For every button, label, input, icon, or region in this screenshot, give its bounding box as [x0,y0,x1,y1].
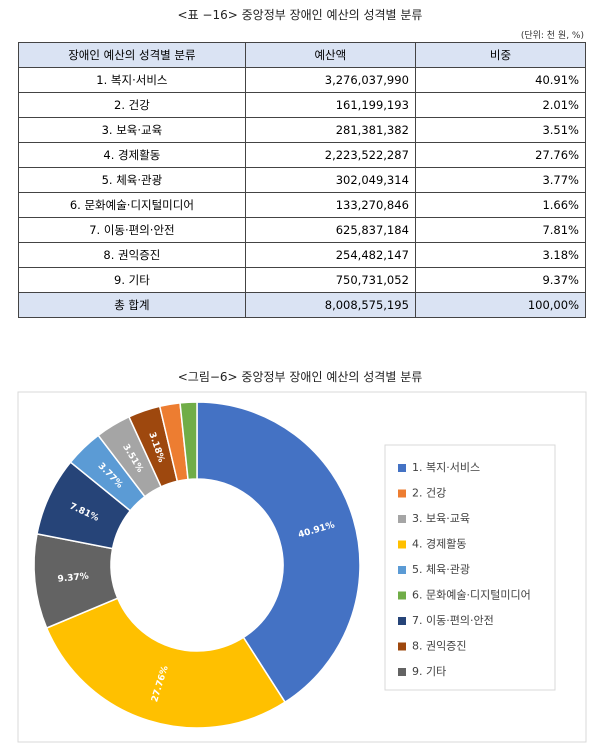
doughnut-slice [45,597,287,729]
slice-label: 9.37% [57,572,89,585]
figure-title: <그림−6> 중앙정부 장애인 예산의 성격별 분류 [177,370,423,384]
legend-swatch [398,591,406,600]
legend-label: 8. 권익증진 [412,640,466,653]
table-cell: 302,049,314 [244,167,416,193]
table-cell: 3.77% [414,167,587,193]
table-cell: 3.18% [414,242,587,268]
table-cell: 3. 보육·교육 [18,117,246,143]
legend-label: 1. 복지·서비스 [412,461,480,474]
legend-swatch [398,489,406,498]
doughnut-slice [179,401,198,481]
legend-swatch [398,617,406,625]
table-cell: 133,270,846 [244,192,416,218]
table-row: 6. 문화예술·디지털미디어 133,270,846 1.66% [18,192,587,218]
legend-swatch [398,540,406,549]
legend-label: 2. 건강 [412,487,446,500]
legend-label: 3. 보육·교육 [412,512,470,525]
legend-label: 7. 이동·편의·안전 [412,614,494,627]
table-row: 1. 복지·서비스 3,276,037,990 40.91% [18,67,587,93]
table-cell: 40.91% [414,67,587,93]
legend-swatch [398,464,406,472]
table-row: 8. 권익증진 254,482,147 3.18% [18,242,587,268]
total-cell: 100,00% [414,292,587,318]
legend-label: 4. 경제활동 [412,537,466,551]
total-cell: 8,008,575,195 [244,292,416,318]
table-row: 2. 건강 161,199,193 2.01% [18,92,587,118]
table-cell: 7. 이동·편의·안전 [18,217,246,243]
unit-note: (단위: 천 원, %) [520,31,584,41]
legend-label: 5. 체육·관광 [412,563,470,576]
legend-swatch [398,642,406,651]
table-cell: 5. 체육·관광 [18,167,246,193]
doughnut-slice [196,401,361,704]
table-cell: 1. 복지·서비스 [18,67,246,93]
legend-frame [384,444,556,691]
table-cell: 750,731,052 [244,267,416,293]
doughnut-chart: 40.91%27.76%9.37%7.81%3.77%3.51% 3.18%1. … [17,391,587,743]
table-cell: 161,199,193 [244,92,416,118]
table-row: 7. 이동·편의·안전 625,837,184 7.81% [18,217,587,243]
table-cell: 2,223,522,287 [244,142,416,168]
legend-swatch [398,515,406,523]
table-row: 3. 보육·교육 281,381,382 3.51% [18,117,587,143]
legend-label: 9. 기타 [412,665,446,678]
table-row: 5. 체육·관광 302,049,314 3.77% [18,167,587,193]
legend-swatch [398,566,406,574]
table-cell: 2.01% [414,92,587,118]
table-cell: 3.51% [414,117,587,143]
table-cell: 254,482,147 [244,242,416,268]
table-cell: 27.76% [414,142,587,168]
header-cell: 예산액 [244,42,416,68]
table-cell: 9. 기타 [18,267,246,293]
header-row: 장애인 예산의 성격별 분류 예산액 비중 [18,42,587,68]
table-cell: 7.81% [414,217,587,243]
table-caption: <표 −16> 중앙정부 장애인 예산의 성격별 분류 [177,8,423,22]
table-cell: 281,381,382 [244,117,416,143]
table-cell: 8. 권익증진 [18,242,246,268]
table-row: 9. 기타 750,731,052 9.37% [18,267,587,293]
table-cell: 1.66% [414,192,587,218]
table-cell: 4. 경제활동 [18,142,246,168]
total-cell: 총 합계 [18,292,246,318]
table-cell: 9.37% [414,267,587,293]
legend-swatch [398,668,406,676]
legend-label: 6. 문화예술·디지털미디어 [412,589,531,602]
total-row: 총 합계 8,008,575,195 100,00% [18,292,587,318]
table-row: 4. 경제활동 2,223,522,287 27.76% [18,142,587,168]
budget-table: 장애인 예산의 성격별 분류 예산액 비중 1. 복지·서비스 3,276,037,99… [18,42,587,318]
table-cell: 6. 문화예술·디지털미디어 [18,192,246,218]
table-cell: 2. 건강 [18,92,246,118]
header-cell: 장애인 예산의 성격별 분류 [18,42,246,68]
table-cell: 625,837,184 [244,217,416,243]
header-cell: 비중 [414,42,587,68]
table-cell: 3,276,037,990 [244,67,416,93]
